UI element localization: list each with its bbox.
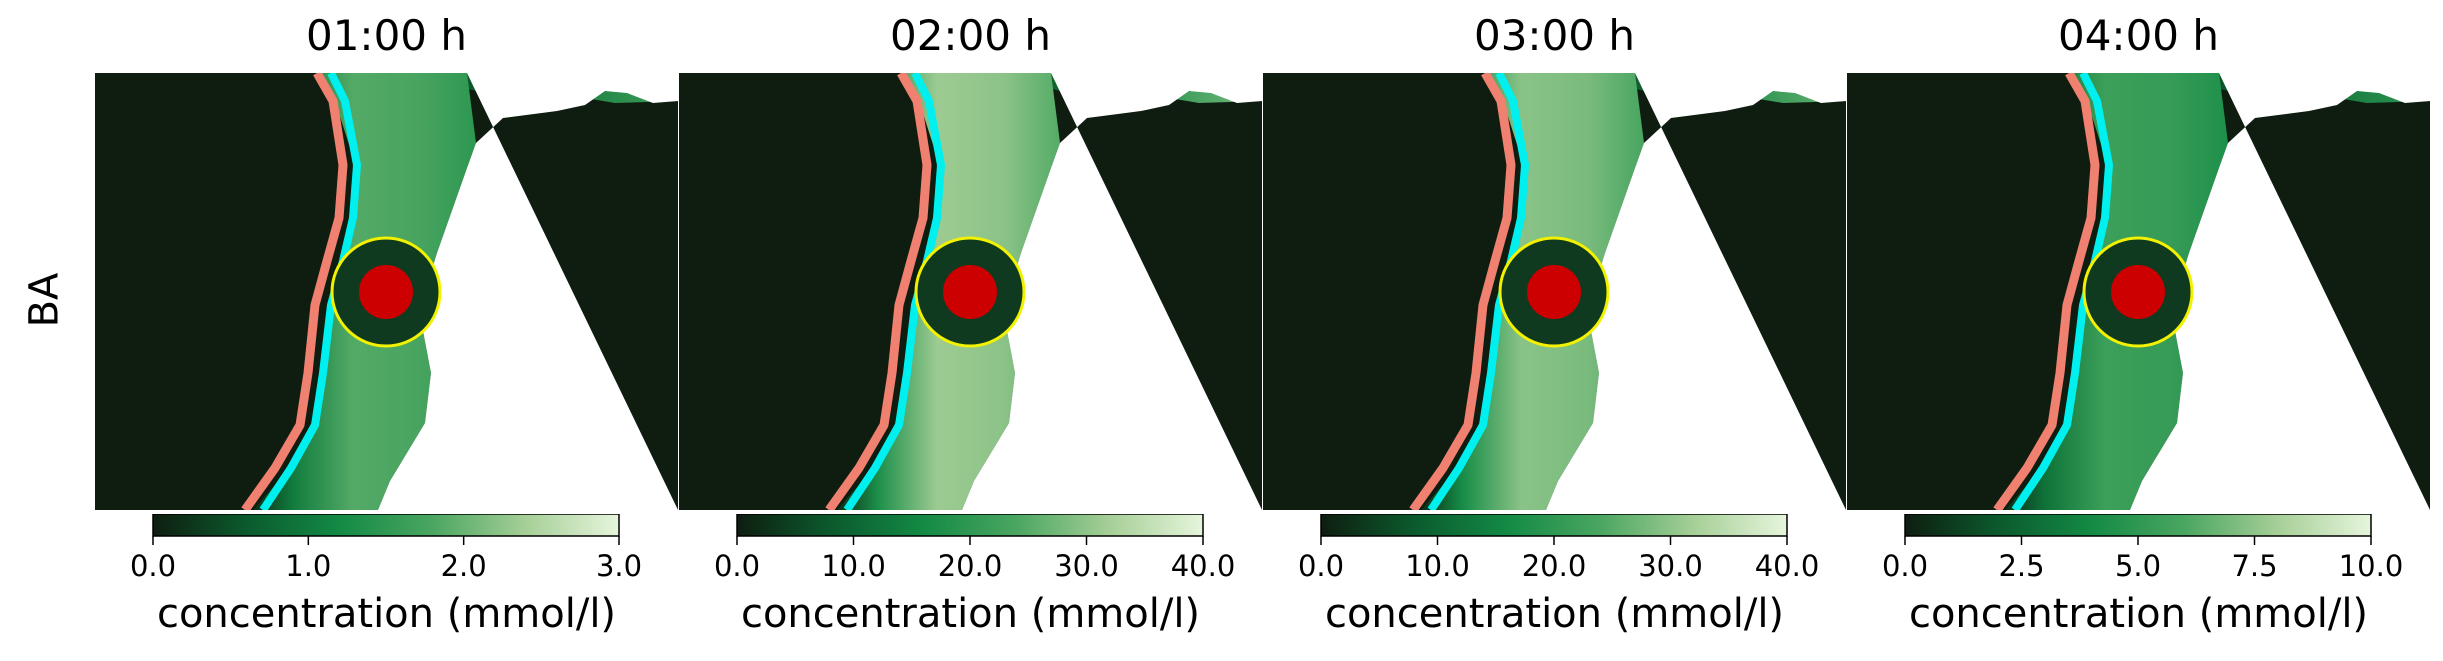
row-label: BA [14, 240, 74, 360]
colorbar-tick-label: 10.0 [1405, 549, 1470, 583]
colorbar-tick-label: 20.0 [938, 549, 1003, 583]
empty-region [962, 73, 1262, 510]
marker-core [359, 265, 413, 319]
colorbar-gradient [1904, 513, 2372, 537]
colorbar-tick-label: 2.0 [441, 549, 487, 583]
colorbar-tick-label: 0.0 [714, 549, 760, 583]
concentration-map [1263, 73, 1846, 510]
boundary-line-salmon [1409, 73, 1516, 510]
panel-title: 04:00 h [2057, 11, 2219, 60]
colorbar-gradient [736, 513, 1204, 537]
colorbar-label: concentration (mmol/l) [1908, 591, 2369, 637]
colorbar-tick-label: 0.0 [130, 549, 176, 583]
colorbar-tick-label: 7.5 [2231, 549, 2277, 583]
panel-0300: 03:00 h 0.0 10.0 20.0 30.0 40.0 concentratio… [1263, 0, 1846, 661]
colorbar-tick-label: 30.0 [1054, 549, 1119, 583]
colorbar-tick-label: 2.5 [1998, 549, 2044, 583]
colorbar: 0.0 10.0 20.0 30.0 40.0 [1298, 513, 1820, 583]
colorbar-label: concentration (mmol/l) [740, 591, 1201, 637]
colorbar-tick-label: 10.0 [821, 549, 886, 583]
concentration-map [679, 73, 1262, 510]
colorbar-tick-label: 40.0 [1755, 549, 1820, 583]
colorbar-gradient [1320, 513, 1788, 537]
colorbar-tick-label: 40.0 [1171, 549, 1236, 583]
empty-region [378, 73, 678, 510]
colorbar-tick-label: 30.0 [1638, 549, 1703, 583]
marker-core [2111, 265, 2165, 319]
row-label-text: BA [21, 272, 67, 328]
panel-title: 03:00 h [1473, 11, 1635, 60]
marker-core [1527, 265, 1581, 319]
concentration-map [1847, 73, 2430, 510]
colorbar-tick-label: 3.0 [596, 549, 642, 583]
colorbar: 0.0 10.0 20.0 30.0 40.0 [714, 513, 1236, 583]
colorbar-tick-label: 0.0 [1298, 549, 1344, 583]
panel-0200: 02:00 h 0.0 10.0 20.0 30.0 40.0 concentratio… [679, 0, 1262, 661]
panel-0100: 01:00 h 0.0 1.0 2.0 3.0 concentration (mmol… [95, 0, 678, 661]
colorbar: 0.0 2.5 5.0 7.5 10.0 [1882, 513, 2404, 583]
marker-core [943, 265, 997, 319]
boundary-line-salmon [241, 73, 348, 510]
colorbar-gradient [152, 513, 620, 537]
colorbar: 0.0 1.0 2.0 3.0 [130, 513, 642, 583]
concentration-map [95, 73, 678, 510]
colorbar-label: concentration (mmol/l) [156, 591, 617, 637]
empty-region [2130, 73, 2430, 510]
colorbar-label: concentration (mmol/l) [1324, 591, 1785, 637]
panel-title: 01:00 h [305, 11, 467, 60]
colorbar-tick-label: 1.0 [285, 549, 331, 583]
boundary-line-salmon [825, 73, 932, 510]
panel-0400: 04:00 h 0.0 2.5 5.0 7.5 10.0 concentration (… [1847, 0, 2430, 661]
colorbar-tick-label: 10.0 [2339, 549, 2404, 583]
boundary-line-salmon [1993, 73, 2100, 510]
colorbar-tick-label: 20.0 [1522, 549, 1587, 583]
colorbar-tick-label: 0.0 [1882, 549, 1928, 583]
colorbar-tick-label: 5.0 [2115, 549, 2161, 583]
panel-title: 02:00 h [889, 11, 1051, 60]
empty-region [1546, 73, 1846, 510]
